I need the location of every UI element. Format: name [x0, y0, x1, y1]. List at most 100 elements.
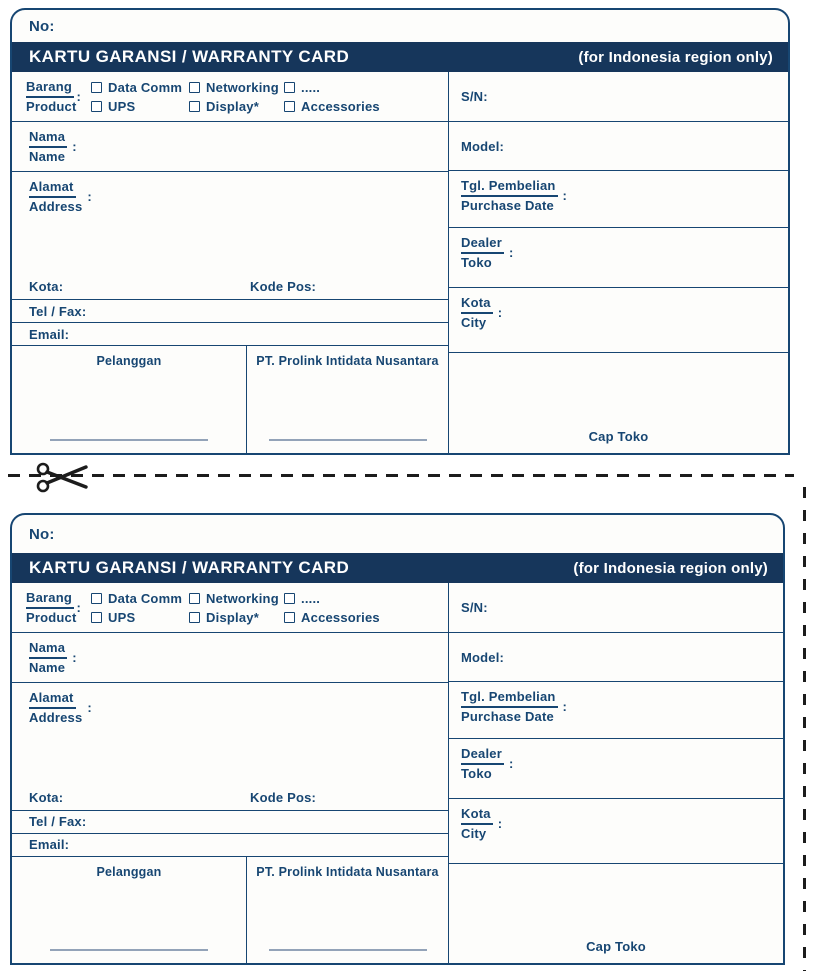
- city-label: Kota:: [29, 279, 64, 295]
- colon: :: [497, 816, 503, 832]
- checkbox-icon[interactable]: [91, 81, 103, 93]
- checkbox-icon[interactable]: [91, 592, 103, 604]
- dealer-city-label: Kota City: [461, 295, 493, 330]
- cut-line-vertical: [803, 487, 806, 971]
- checkbox-accessories[interactable]: Accessories: [284, 610, 380, 625]
- colon: :: [76, 600, 82, 615]
- checkbox-display[interactable]: Display*: [189, 610, 284, 625]
- email-label: Email:: [29, 326, 70, 342]
- colon: :: [508, 756, 514, 772]
- customer-column: Barang Product : Data Comm Networking: [12, 583, 449, 963]
- colon: :: [72, 139, 77, 154]
- cut-line-horizontal: [8, 474, 794, 477]
- customer-signature-label: Pelanggan: [96, 354, 162, 369]
- checkbox-networking[interactable]: Networking: [189, 80, 284, 95]
- card-title: KARTU GARANSI / WARRANTY CARD: [29, 558, 350, 577]
- customer-column: Barang Product : Data Comm Networking: [12, 72, 449, 453]
- card-body: Barang Product : Data Comm Networking: [12, 72, 788, 453]
- checkbox-icon[interactable]: [189, 611, 201, 623]
- checkbox-icon[interactable]: [284, 81, 296, 93]
- name-field[interactable]: Nama Name :: [12, 122, 448, 172]
- checkbox-icon[interactable]: [189, 592, 201, 604]
- colon: :: [497, 305, 503, 321]
- no-field[interactable]: No:: [12, 515, 783, 553]
- colon: :: [508, 245, 514, 261]
- model-field[interactable]: Model:: [449, 633, 783, 682]
- dealer-city-field[interactable]: Kota City :: [449, 799, 783, 864]
- purchase-date-field[interactable]: Tgl. Pembelian Purchase Date :: [449, 171, 788, 228]
- checkbox-label: UPS: [108, 609, 136, 625]
- customer-signature-cell[interactable]: Pelanggan: [12, 856, 247, 963]
- customer-signature-cell[interactable]: Pelanggan: [12, 346, 247, 453]
- checkbox-other[interactable]: .....: [284, 80, 380, 95]
- dealer-field[interactable]: Dealer Toko :: [449, 739, 783, 799]
- dealer-city-label: Kota City: [461, 806, 493, 841]
- card-body: Barang Product : Data Comm Networking: [12, 583, 783, 963]
- purchase-date-label: Tgl. Pembelian Purchase Date: [461, 689, 558, 724]
- colon: :: [562, 188, 568, 204]
- product-label-id: Barang: [26, 590, 74, 609]
- dealer-city-label-en: City: [461, 825, 487, 841]
- checkbox-other[interactable]: .....: [284, 591, 380, 606]
- checkbox-ups[interactable]: UPS: [91, 610, 189, 625]
- checkbox-label: Networking: [206, 590, 279, 606]
- product-label-id: Barang: [26, 79, 74, 98]
- scissors-icon: [36, 462, 88, 493]
- purchase-date-label-id: Tgl. Pembelian: [461, 178, 558, 197]
- signature-line: [50, 949, 208, 951]
- address-field[interactable]: Alamat Address : Kota: Kode Pos:: [12, 172, 448, 301]
- checkbox-display[interactable]: Display*: [189, 99, 284, 114]
- shop-stamp-label: Cap Toko: [588, 429, 649, 444]
- name-field[interactable]: Nama Name :: [12, 633, 448, 683]
- company-signature-cell[interactable]: PT. Prolink Intidata Nusantara: [247, 346, 448, 453]
- checkbox-icon[interactable]: [284, 592, 296, 604]
- serial-number-field[interactable]: S/N:: [449, 583, 783, 633]
- email-field[interactable]: Email:: [12, 834, 448, 857]
- signature-row: Pelanggan PT. Prolink Intidata Nusantara: [12, 856, 448, 963]
- checkbox-label: Accessories: [301, 98, 380, 114]
- warranty-card: No: KARTU GARANSI / WARRANTY CARD (for I…: [10, 513, 785, 965]
- dealer-city-field[interactable]: Kota City :: [449, 288, 788, 353]
- checkbox-data-comm[interactable]: Data Comm: [91, 80, 189, 95]
- address-field[interactable]: Alamat Address : Kota: Kode Pos:: [12, 683, 448, 811]
- email-label: Email:: [29, 837, 70, 853]
- purchase-date-field[interactable]: Tgl. Pembelian Purchase Date :: [449, 682, 783, 739]
- dealer-field[interactable]: Dealer Toko :: [449, 228, 788, 288]
- model-label: Model:: [461, 138, 505, 154]
- card-title: KARTU GARANSI / WARRANTY CARD: [29, 47, 350, 66]
- tel-fax-label: Tel / Fax:: [29, 814, 87, 830]
- purchase-date-label-group: Tgl. Pembelian Purchase Date :: [449, 689, 567, 724]
- purchase-date-label-en: Purchase Date: [461, 708, 554, 724]
- shop-stamp-label: Cap Toko: [586, 939, 646, 954]
- colon: :: [562, 699, 568, 715]
- checkbox-icon[interactable]: [91, 100, 103, 112]
- checkbox-icon[interactable]: [284, 100, 296, 112]
- product-label-en: Product: [26, 609, 77, 625]
- checkbox-label: Display*: [206, 98, 259, 114]
- dealer-label: Dealer Toko: [461, 235, 504, 270]
- product-info-column: S/N: Model: Tgl. Pembelian Purchase Date: [449, 583, 783, 963]
- tel-fax-field[interactable]: Tel / Fax:: [12, 811, 448, 834]
- checkbox-icon[interactable]: [284, 611, 296, 623]
- checkbox-icon[interactable]: [189, 81, 201, 93]
- signature-line: [268, 439, 427, 441]
- checkbox-icon[interactable]: [189, 100, 201, 112]
- dealer-city-label-id: Kota: [461, 295, 493, 314]
- checkbox-label: Data Comm: [108, 79, 183, 95]
- address-label: Alamat Address: [29, 690, 82, 725]
- tel-fax-field[interactable]: Tel / Fax:: [12, 300, 448, 324]
- dealer-label-group: Dealer Toko :: [449, 235, 513, 270]
- email-field[interactable]: Email:: [12, 323, 448, 347]
- checkbox-data-comm[interactable]: Data Comm: [91, 591, 189, 606]
- serial-number-field[interactable]: S/N:: [449, 72, 788, 122]
- checkbox-networking[interactable]: Networking: [189, 591, 284, 606]
- postal-code-label: Kode Pos:: [250, 789, 317, 805]
- checkbox-ups[interactable]: UPS: [91, 99, 189, 114]
- name-label-group: Nama Name :: [12, 129, 77, 164]
- no-field[interactable]: No:: [12, 10, 788, 42]
- checkbox-accessories[interactable]: Accessories: [284, 99, 380, 114]
- company-signature-cell[interactable]: PT. Prolink Intidata Nusantara: [247, 857, 448, 963]
- shop-stamp-area: Cap Toko: [449, 353, 788, 453]
- model-field[interactable]: Model:: [449, 122, 788, 171]
- checkbox-icon[interactable]: [91, 611, 103, 623]
